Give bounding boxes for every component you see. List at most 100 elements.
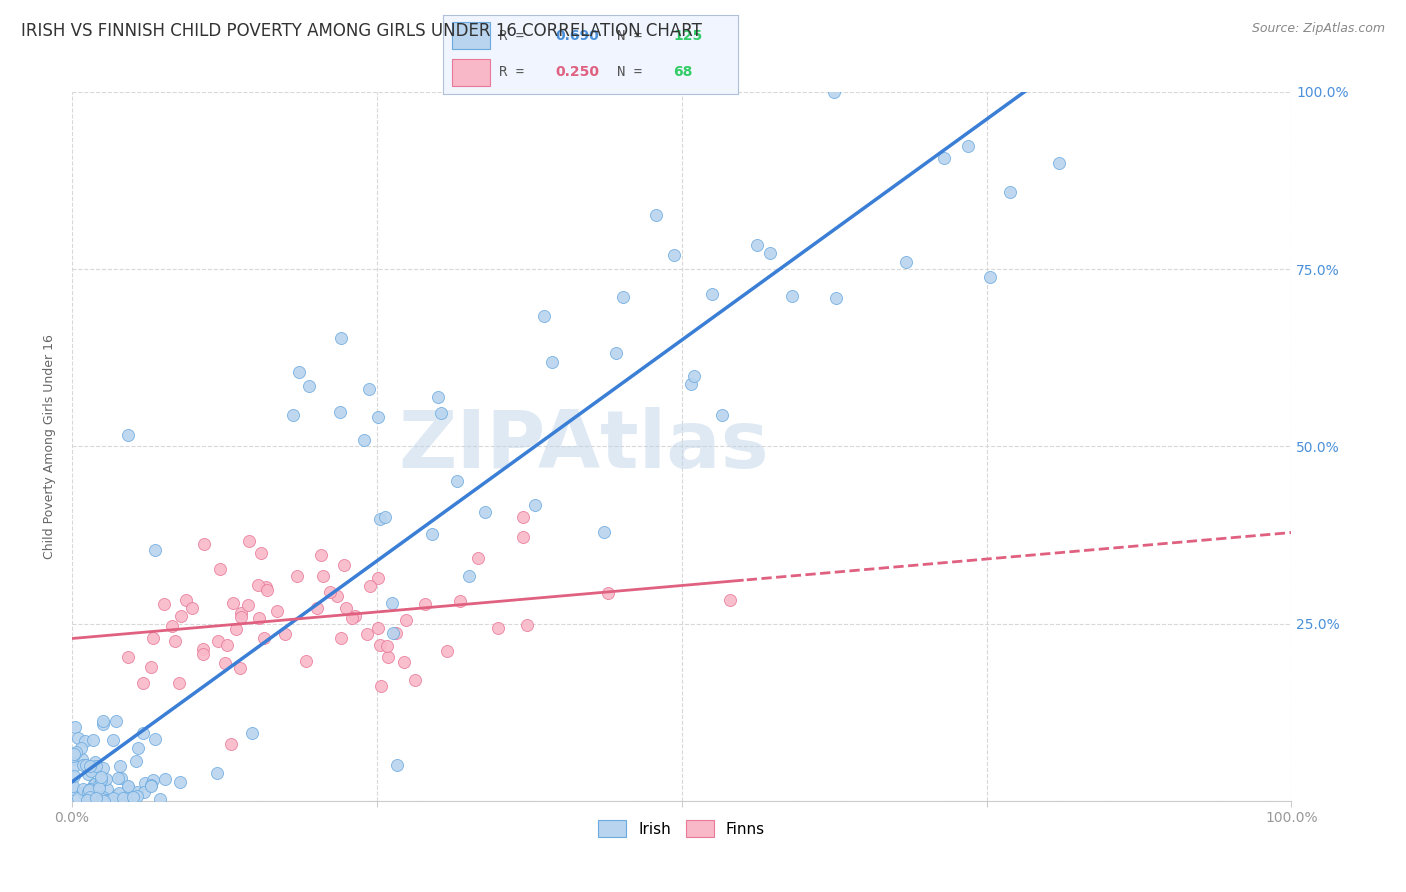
- Point: [93, 794, 115, 808]
- Point: [90, 773, 112, 788]
- Point: [112, 791, 135, 805]
- Point: [540, 355, 562, 369]
- Point: [446, 475, 468, 489]
- Point: [77, 766, 100, 780]
- Point: [596, 586, 619, 600]
- Point: [91, 760, 114, 774]
- Point: [427, 390, 450, 404]
- Point: [645, 208, 668, 222]
- Point: [91, 790, 114, 805]
- Point: [758, 246, 780, 260]
- Point: [274, 627, 297, 641]
- Point: [120, 784, 142, 798]
- Point: [96, 772, 118, 786]
- Point: [207, 634, 229, 648]
- Point: [612, 290, 634, 304]
- Point: [894, 254, 917, 268]
- Point: [957, 139, 980, 153]
- Legend: Irish, Finns: Irish, Finns: [592, 814, 770, 843]
- Point: [359, 579, 381, 593]
- Point: [153, 772, 176, 787]
- Point: [124, 755, 146, 769]
- Point: [333, 558, 356, 572]
- Point: [96, 793, 118, 807]
- Point: [143, 543, 166, 558]
- Point: [76, 792, 98, 806]
- Point: [66, 790, 89, 805]
- Point: [253, 631, 276, 645]
- Point: [170, 608, 193, 623]
- Point: [142, 631, 165, 645]
- Point: [436, 644, 458, 658]
- Point: [127, 741, 149, 756]
- Point: [79, 764, 101, 778]
- Point: [683, 369, 706, 384]
- Point: [240, 725, 263, 739]
- Point: [84, 759, 107, 773]
- Point: [118, 789, 141, 804]
- Point: [825, 291, 848, 305]
- Point: [143, 732, 166, 747]
- Point: [75, 757, 97, 772]
- Point: [142, 773, 165, 788]
- Point: [679, 376, 702, 391]
- Point: [404, 673, 426, 688]
- Text: 125: 125: [673, 29, 703, 43]
- Point: [70, 741, 93, 756]
- Point: [238, 533, 260, 548]
- Point: [374, 510, 396, 524]
- Point: [139, 660, 162, 674]
- Point: [254, 580, 277, 594]
- Point: [153, 597, 176, 611]
- Point: [420, 527, 443, 541]
- Point: [229, 606, 252, 620]
- Point: [335, 600, 357, 615]
- Point: [711, 408, 734, 422]
- Point: [266, 604, 288, 618]
- Point: [90, 770, 112, 784]
- Point: [79, 782, 101, 797]
- Point: [344, 609, 367, 624]
- Point: [367, 621, 389, 635]
- Point: [236, 599, 259, 613]
- Point: [375, 639, 398, 653]
- Point: [780, 289, 803, 303]
- Point: [979, 270, 1001, 285]
- Point: [367, 410, 389, 425]
- Point: [215, 638, 238, 652]
- Point: [84, 777, 107, 791]
- Point: [311, 548, 333, 562]
- Point: [62, 779, 84, 793]
- Point: [62, 781, 84, 796]
- Point: [76, 785, 98, 799]
- Point: [62, 749, 84, 764]
- Text: N =: N =: [617, 65, 651, 79]
- Point: [193, 537, 215, 551]
- Point: [370, 512, 392, 526]
- Point: [377, 649, 399, 664]
- Point: [247, 578, 270, 592]
- Point: [330, 631, 353, 645]
- Text: Source: ZipAtlas.com: Source: ZipAtlas.com: [1251, 22, 1385, 36]
- Point: [356, 627, 378, 641]
- Point: [125, 785, 148, 799]
- Point: [76, 793, 98, 807]
- Point: [62, 769, 84, 783]
- Text: 0.250: 0.250: [555, 65, 599, 79]
- Point: [66, 731, 89, 746]
- Point: [312, 568, 335, 582]
- Point: [89, 778, 111, 792]
- Point: [318, 584, 340, 599]
- Point: [117, 650, 139, 665]
- Text: N =: N =: [617, 29, 651, 43]
- Point: [357, 382, 380, 396]
- Point: [83, 755, 105, 769]
- Point: [72, 782, 94, 797]
- Point: [747, 238, 769, 252]
- Point: [287, 365, 309, 379]
- Point: [458, 569, 481, 583]
- Point: [117, 779, 139, 793]
- Point: [70, 752, 93, 766]
- Y-axis label: Child Poverty Among Girls Under 16: Child Poverty Among Girls Under 16: [44, 334, 56, 558]
- Point: [209, 561, 232, 575]
